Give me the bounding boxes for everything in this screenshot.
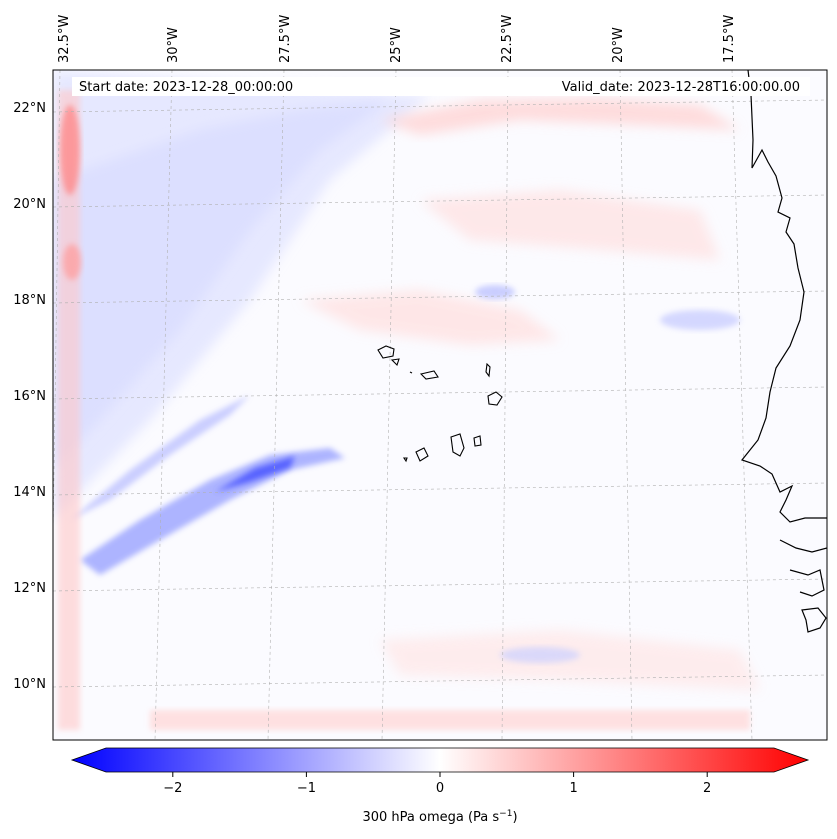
field-red-east xyxy=(420,190,720,260)
field-red-west-north xyxy=(60,105,80,195)
colorbar-tick-label: 1 xyxy=(569,781,577,796)
field-red-south-edge xyxy=(150,710,750,730)
lat-label: 14°N xyxy=(13,485,46,500)
lat-label: 22°N xyxy=(13,101,46,116)
field-red-north xyxy=(380,98,740,135)
field-red-west-mid xyxy=(63,244,81,280)
gridline-lon xyxy=(731,70,753,740)
colorbar-label-exponent: −1 xyxy=(499,809,512,819)
island-fogo xyxy=(415,447,429,462)
colorbar-ramp xyxy=(70,747,810,773)
coast-gambia xyxy=(779,539,827,553)
colorbar: −2 −1 0 1 2 300 hPa omega (Pa s−1) xyxy=(70,747,810,825)
coast-guinea-bissau xyxy=(789,569,825,597)
map-frame xyxy=(52,69,828,741)
island-sao-nicolau xyxy=(419,370,439,380)
island-boa-vista xyxy=(487,391,503,406)
field-blue-band-2 xyxy=(80,448,345,575)
field-blue-east-2 xyxy=(475,285,515,299)
field-blue-east xyxy=(660,310,740,330)
colorbar-ticks: −2 −1 0 1 2 xyxy=(163,772,711,796)
latitude-labels: 22°N 20°N 18°N 16°N 14°N 12°N 10°N xyxy=(13,101,46,692)
africa-coast xyxy=(740,70,827,523)
lon-label: 17.5°W xyxy=(722,15,737,63)
island-sao-vicente xyxy=(390,358,400,367)
field-red-center xyxy=(300,290,560,345)
lat-label: 12°N xyxy=(13,581,46,596)
island-santo-antao xyxy=(377,345,395,359)
gridline-lon xyxy=(619,70,633,740)
island-santiago xyxy=(450,433,465,457)
lat-label: 18°N xyxy=(13,293,46,308)
coastline xyxy=(740,70,827,633)
colorbar-tick-label: −2 xyxy=(163,781,182,796)
cape-verde-islands xyxy=(377,345,503,463)
lon-label: 22.5°W xyxy=(500,15,515,63)
field-blue-band-3 xyxy=(70,395,250,520)
island-sal xyxy=(485,362,491,378)
lat-label: 16°N xyxy=(13,389,46,404)
colorbar-tick-label: 0 xyxy=(436,781,444,796)
omega-field xyxy=(53,70,760,730)
graticule xyxy=(53,70,827,740)
lon-label: 32.5°W xyxy=(57,15,72,63)
colorbar-label-end: ) xyxy=(512,810,517,825)
lat-label: 10°N xyxy=(13,677,46,692)
field-blue-core xyxy=(215,456,295,492)
coast-bijagos xyxy=(801,607,827,633)
colorbar-label: 300 hPa omega (Pa s−1) xyxy=(362,809,517,825)
gridline-lon xyxy=(154,70,173,740)
lon-label: 30°W xyxy=(166,27,181,63)
lat-label: 20°N xyxy=(13,197,46,212)
colorbar-tick-label: 2 xyxy=(703,781,711,796)
gridline-lon xyxy=(267,70,285,740)
field-blue-south xyxy=(500,647,580,663)
colorbar-tick-label: −1 xyxy=(297,781,316,796)
date-label-background xyxy=(72,77,810,96)
gridline-lon xyxy=(381,70,397,740)
field-blue-band-1 xyxy=(53,100,390,470)
colorbar-label-text: 300 hPa omega (Pa s xyxy=(362,810,499,825)
start-date-label: Start date: 2023-12-28_00:00:00 xyxy=(79,80,293,95)
island-santa-luzia xyxy=(409,371,413,374)
longitude-labels: 32.5°W 30°W 27.5°W 25°W 22.5°W 20°W 17.5… xyxy=(57,15,737,63)
lon-label: 27.5°W xyxy=(278,15,293,63)
island-brava xyxy=(402,457,408,463)
map-panel: Start date: 2023-12-28_00:00:00 Valid_da… xyxy=(52,69,828,741)
lon-label: 25°W xyxy=(389,27,404,63)
gridline-lon xyxy=(501,70,509,740)
island-maio xyxy=(473,435,482,447)
lon-label: 20°W xyxy=(611,27,626,63)
valid-date-label: Valid_date: 2023-12-28T16:00:00.00 xyxy=(562,80,800,95)
